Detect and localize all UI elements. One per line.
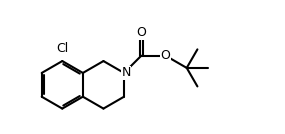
Text: O: O bbox=[136, 26, 146, 39]
Text: O: O bbox=[161, 49, 170, 62]
Text: N: N bbox=[121, 66, 131, 79]
Text: Cl: Cl bbox=[56, 42, 68, 55]
